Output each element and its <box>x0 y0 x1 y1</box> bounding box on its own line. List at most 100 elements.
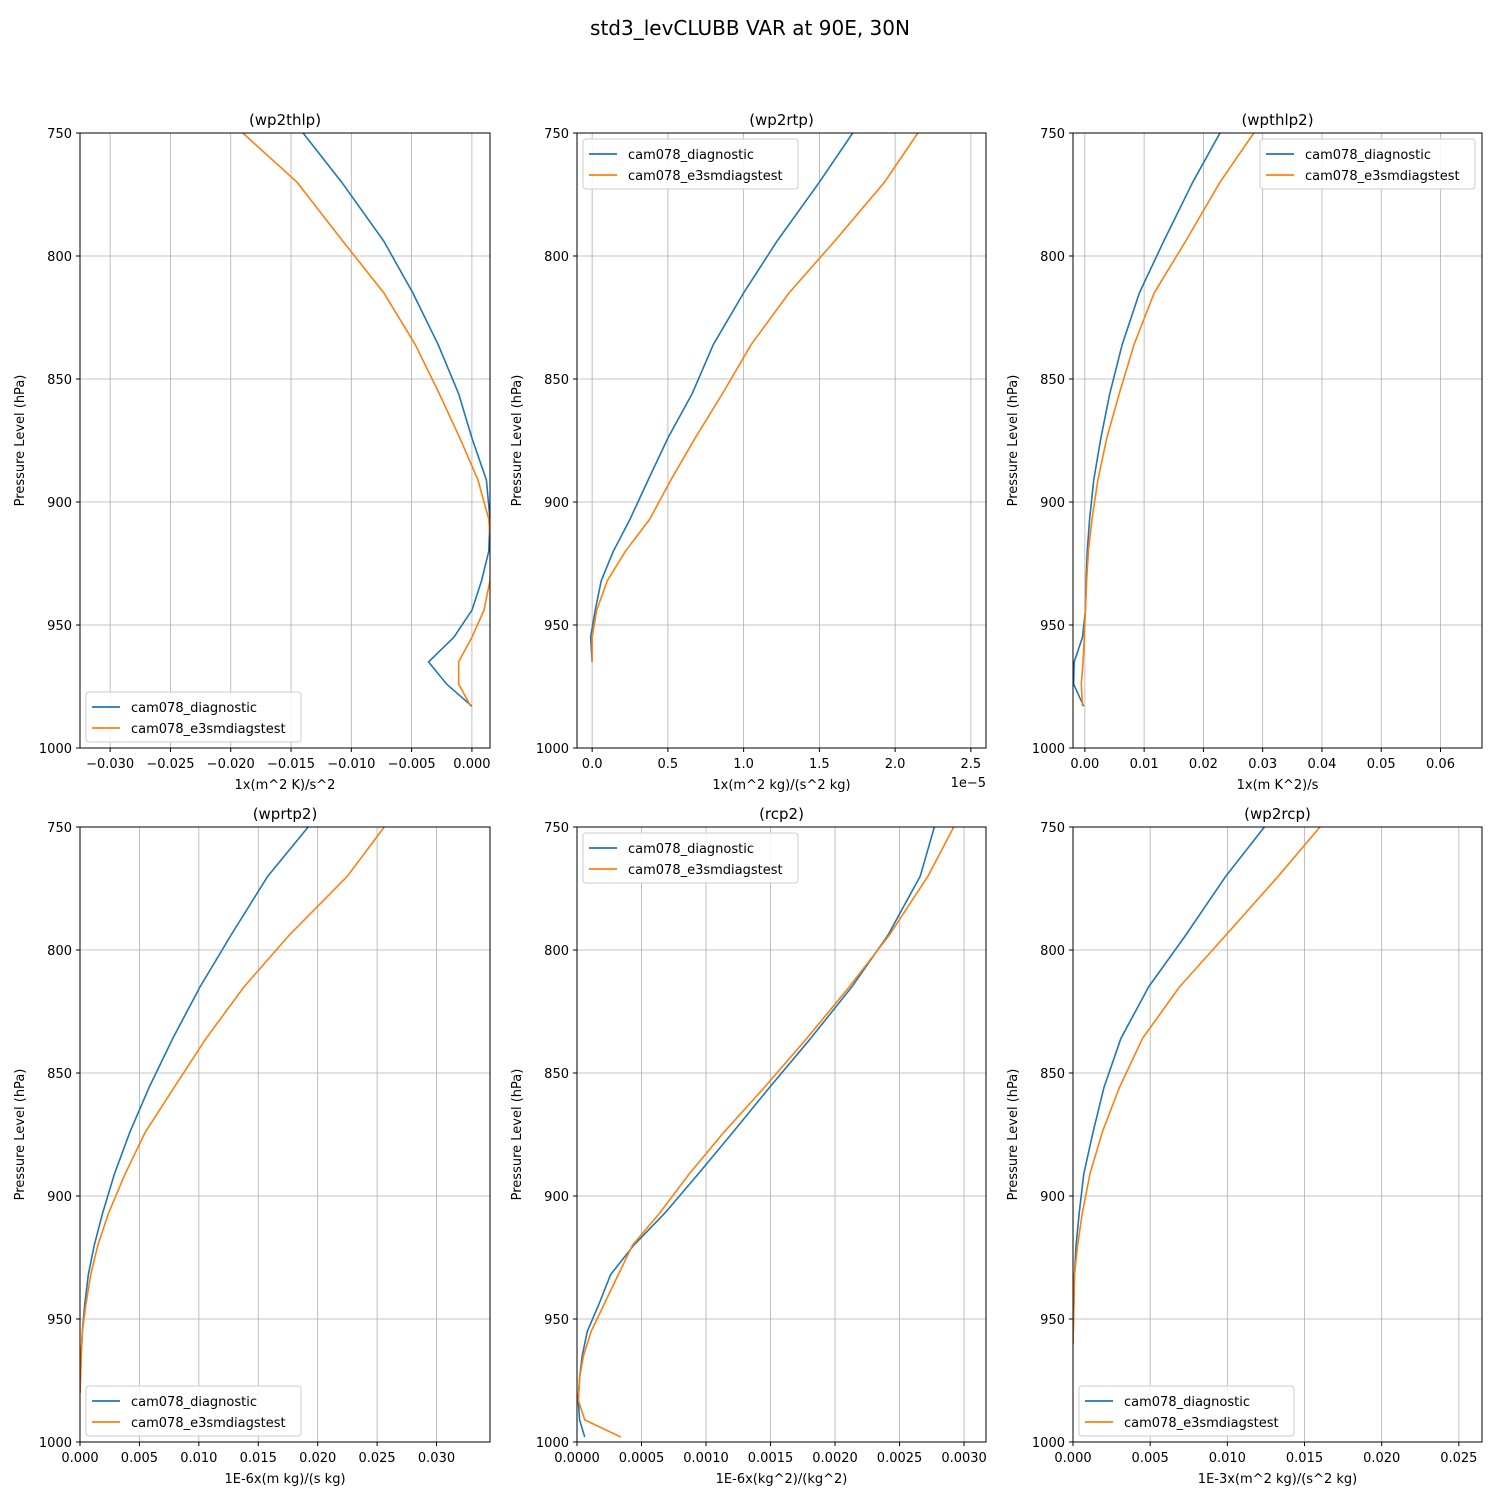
y-tick-label: 850 <box>47 1067 72 1082</box>
y-tick-label: 1000 <box>1032 742 1065 757</box>
axes-frame <box>79 826 491 1443</box>
series-line-2 <box>80 827 385 1393</box>
legend-box <box>85 1385 302 1437</box>
y-axis-label: Pressure Level (hPa) <box>13 375 28 507</box>
series-line-1 <box>1073 133 1221 707</box>
x-tick-label: 0.000 <box>1054 1451 1091 1466</box>
x-tick-label: 0.020 <box>1363 1451 1400 1466</box>
y-axis-label: Pressure Level (hPa) <box>510 1069 525 1201</box>
x-tick-label: 0.06 <box>1426 757 1455 772</box>
y-tick-label: 900 <box>1040 1190 1065 1205</box>
y-tick-label: 850 <box>1040 1067 1065 1082</box>
figure-title: std3_levCLUBB VAR at 90E, 30N <box>590 16 910 40</box>
axes-frame <box>79 132 491 749</box>
axes-frame <box>1072 826 1483 1443</box>
y-axis-label: Pressure Level (hPa) <box>1006 1069 1021 1201</box>
x-tick-label: 0.0000 <box>554 1451 600 1466</box>
legend-label-2: cam078_e3smdiagstest <box>628 863 783 878</box>
x-tick-label: 0.05 <box>1367 757 1396 772</box>
legend-label-1: cam078_diagnostic <box>131 1395 257 1410</box>
x-tick-label: 0.0025 <box>877 1451 923 1466</box>
legend-box <box>1259 138 1476 190</box>
chart-panel-4: 0.000 0.005 0.010 0.015 0.020 0.025 0.030 750 80… <box>13 805 491 1487</box>
chart-panel-6: 0.000 0.005 0.010 0.015 0.020 0.025 750 800 850 9… <box>1006 805 1483 1487</box>
y-tick-label: 750 <box>1040 127 1065 142</box>
x-tick-label: 0.04 <box>1307 757 1336 772</box>
x-tick-label: 0.010 <box>180 1451 217 1466</box>
chart-title: (wp2thlp) <box>249 111 321 129</box>
y-tick-label: 900 <box>1040 496 1065 511</box>
chart-panel-1: −0.030 −0.025 −0.020 −0.015 −0.010 −0.005 0.00… <box>13 111 491 793</box>
y-tick-label: 1000 <box>1032 1436 1065 1451</box>
y-axis-label: Pressure Level (hPa) <box>510 375 525 507</box>
x-tick-label: 0.005 <box>121 1451 158 1466</box>
y-tick-label: 850 <box>544 1067 569 1082</box>
legend-label-2: cam078_e3smdiagstest <box>131 722 286 737</box>
x-axis-label: 1x(m K^2)/s <box>1237 778 1319 793</box>
x-tick-label: −0.025 <box>146 757 194 772</box>
x-tick-label: 0.02 <box>1189 757 1218 772</box>
x-tick-label: −0.005 <box>388 757 436 772</box>
legend-label-2: cam078_e3smdiagstest <box>1124 1416 1279 1431</box>
series-line-2 <box>1073 827 1321 1344</box>
legend-label-2: cam078_e3smdiagstest <box>131 1416 286 1431</box>
legend-label-1: cam078_diagnostic <box>628 842 754 857</box>
x-tick-label: 0.025 <box>358 1451 395 1466</box>
y-tick-label: 1000 <box>39 1436 72 1451</box>
legend: cam078_diagnostic cam078_e3smdiagstest <box>582 138 799 190</box>
x-axis-label: 1x(m^2 kg)/(s^2 kg) <box>712 778 850 793</box>
x-axis-label: 1E-6x(m kg)/(s kg) <box>224 1472 345 1487</box>
x-multiplier-label: 1e−5 <box>951 776 986 791</box>
legend-box <box>85 691 302 743</box>
series-line-2 <box>591 133 919 662</box>
x-tick-label: 2.0 <box>885 757 906 772</box>
legend-label-1: cam078_diagnostic <box>1124 1395 1250 1410</box>
x-tick-label: 0.025 <box>1440 1451 1477 1466</box>
legend-label-1: cam078_diagnostic <box>628 148 754 163</box>
x-tick-label: −0.010 <box>327 757 375 772</box>
legend-box <box>582 138 799 190</box>
legend-label-2: cam078_e3smdiagstest <box>1305 169 1460 184</box>
series-line-1 <box>1073 827 1266 1344</box>
x-tick-label: 0.01 <box>1130 757 1159 772</box>
y-tick-label: 750 <box>47 821 72 836</box>
x-tick-label: 0.03 <box>1248 757 1277 772</box>
y-tick-label: 1000 <box>536 742 569 757</box>
x-tick-label: 0.0015 <box>748 1451 794 1466</box>
x-tick-label: 1.0 <box>733 757 754 772</box>
x-tick-label: 1.5 <box>809 757 830 772</box>
y-tick-label: 950 <box>544 619 569 634</box>
x-axis-label: 1E-6x(kg^2)/(kg^2) <box>716 1472 848 1487</box>
y-tick-label: 800 <box>47 250 72 265</box>
y-tick-label: 800 <box>1040 250 1065 265</box>
y-axis-label: Pressure Level (hPa) <box>1006 375 1021 507</box>
x-tick-label: 0.0 <box>582 757 603 772</box>
legend-box <box>582 832 799 884</box>
x-axis-label: 1E-3x(m^2 kg)/(s^2 kg) <box>1198 1472 1357 1487</box>
x-tick-label: 0.00 <box>1070 757 1099 772</box>
series-line-1 <box>589 133 854 662</box>
x-tick-label: −0.020 <box>207 757 255 772</box>
axes-frame <box>576 132 987 749</box>
legend-label-2: cam078_e3smdiagstest <box>628 169 783 184</box>
y-tick-label: 750 <box>544 127 569 142</box>
axes-frame <box>1072 132 1483 749</box>
y-tick-label: 950 <box>1040 1313 1065 1328</box>
y-tick-label: 800 <box>544 944 569 959</box>
y-tick-label: 1000 <box>39 742 72 757</box>
y-tick-label: 950 <box>47 619 72 634</box>
chart-panel-3: 0.00 0.01 0.02 0.03 0.04 0.05 0.06 750 800 850 900… <box>1006 111 1483 793</box>
chart-panel-2: 0.0 0.5 1.0 1.5 2.0 2.5 750 800 850 900 950 1000 (wp… <box>510 111 987 793</box>
chart-title: (rcp2) <box>759 805 804 823</box>
x-tick-label: 0.030 <box>418 1451 455 1466</box>
chart-title: (wpthlp2) <box>1241 111 1313 129</box>
x-tick-label: 0.005 <box>1132 1451 1169 1466</box>
legend: cam078_diagnostic cam078_e3smdiagstest <box>1078 1385 1295 1437</box>
legend: cam078_diagnostic cam078_e3smdiagstest <box>85 691 302 743</box>
y-tick-label: 850 <box>544 373 569 388</box>
x-tick-label: 0.5 <box>658 757 679 772</box>
series-line-2 <box>577 827 955 1438</box>
y-tick-label: 950 <box>1040 619 1065 634</box>
y-tick-label: 850 <box>47 373 72 388</box>
